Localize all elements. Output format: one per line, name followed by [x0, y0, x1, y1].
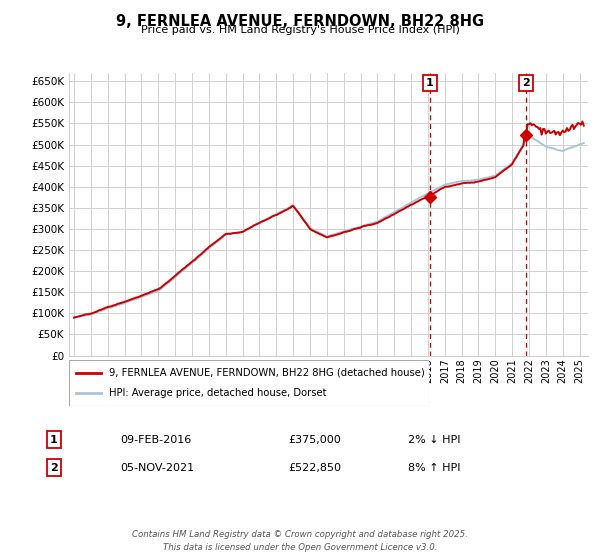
Text: 2: 2 [523, 78, 530, 88]
Text: 09-FEB-2016: 09-FEB-2016 [120, 435, 191, 445]
Text: 9, FERNLEA AVENUE, FERNDOWN, BH22 8HG (detached house): 9, FERNLEA AVENUE, FERNDOWN, BH22 8HG (d… [109, 368, 424, 378]
Text: 2% ↓ HPI: 2% ↓ HPI [408, 435, 461, 445]
Text: 05-NOV-2021: 05-NOV-2021 [120, 463, 194, 473]
Text: £522,850: £522,850 [288, 463, 341, 473]
Text: 2: 2 [50, 463, 58, 473]
Text: HPI: Average price, detached house, Dorset: HPI: Average price, detached house, Dors… [109, 388, 326, 398]
Text: 1: 1 [50, 435, 58, 445]
Text: £375,000: £375,000 [288, 435, 341, 445]
Text: Price paid vs. HM Land Registry's House Price Index (HPI): Price paid vs. HM Land Registry's House … [140, 25, 460, 35]
Text: 9, FERNLEA AVENUE, FERNDOWN, BH22 8HG: 9, FERNLEA AVENUE, FERNDOWN, BH22 8HG [116, 14, 484, 29]
Text: 8% ↑ HPI: 8% ↑ HPI [408, 463, 461, 473]
Text: 1: 1 [426, 78, 434, 88]
Text: Contains HM Land Registry data © Crown copyright and database right 2025.
This d: Contains HM Land Registry data © Crown c… [132, 530, 468, 552]
FancyBboxPatch shape [69, 360, 429, 406]
